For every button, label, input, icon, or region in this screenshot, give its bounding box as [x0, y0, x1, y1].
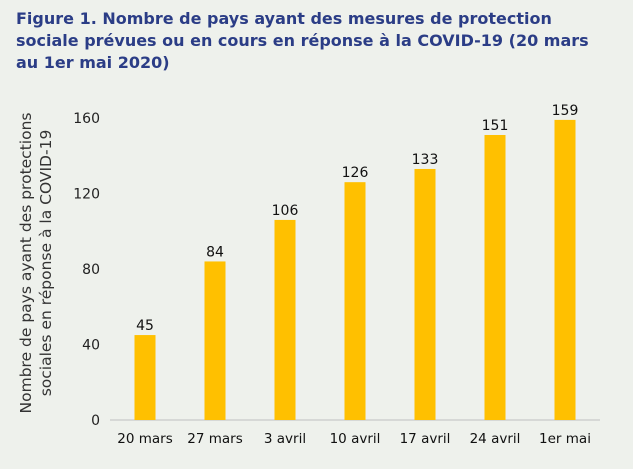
x-tick-label: 17 avril: [400, 431, 451, 447]
y-tick-label: 40: [82, 338, 100, 354]
bar: [414, 168, 436, 420]
x-tick-label: 1er mai: [539, 431, 591, 447]
data-label: 84: [206, 244, 224, 260]
bar: [204, 261, 226, 420]
data-label: 133: [412, 152, 439, 168]
data-label: 151: [482, 118, 509, 134]
x-tick-label: 3 avril: [264, 431, 306, 447]
x-tick-label: 24 avril: [470, 431, 521, 447]
x-tick-label: 27 mars: [187, 431, 242, 447]
bar: [484, 134, 506, 421]
y-tick-label: 80: [82, 262, 100, 278]
x-tick-label: 10 avril: [330, 431, 381, 447]
bar: [134, 335, 156, 420]
x-tick-label: 20 mars: [117, 431, 172, 447]
bar: [554, 119, 576, 420]
chart-title: Figure 1. Nombre de pays ayant des mesur…: [16, 9, 589, 72]
data-label: 126: [342, 165, 369, 181]
y-tick-label: 0: [91, 413, 100, 429]
data-label: 45: [136, 318, 154, 334]
y-tick-label: 160: [73, 111, 100, 127]
bar: [344, 182, 366, 420]
data-label: 106: [272, 203, 299, 219]
bar: [274, 219, 296, 420]
data-label: 159: [552, 103, 579, 119]
y-axis-label-line2: sociales en réponse à la COVID-19: [37, 130, 55, 397]
y-tick-label: 120: [73, 187, 100, 203]
y-axis-label-line1: Nombre de pays ayant des protections: [17, 113, 35, 414]
